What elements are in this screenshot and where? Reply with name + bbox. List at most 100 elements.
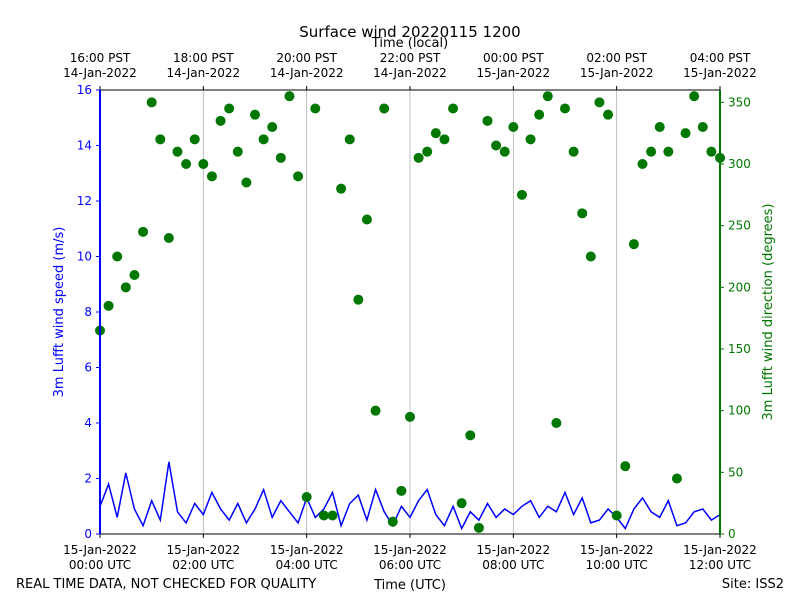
direction-point [103,300,114,311]
direction-point [577,208,588,219]
direction-point [525,134,536,145]
direction-point [491,140,502,151]
x-tick-label: 15-Jan-2022 06:00 UTC [373,543,447,572]
direction-point [499,146,510,157]
direction-point [413,152,424,163]
site-label: Site: ISS2 [722,577,784,592]
direction-point [405,411,415,422]
direction-point [267,122,278,132]
direction-point [379,103,390,114]
direction-point [560,103,570,114]
direction-point [206,171,217,182]
y2-axis-title: 3m Lufft wind direction (degrees) [761,204,776,421]
direction-point [697,122,708,132]
x2-tick-label: 16:00 PST 14-Jan-2022 [63,51,137,80]
y-tick-label: 4 [84,416,92,430]
y-tick-label: 8 [84,305,92,319]
direction-point [508,122,519,132]
direction-point [439,134,450,145]
direction-point [198,159,209,169]
y-tick-label: 16 [77,83,92,97]
direction-point [680,128,691,139]
x-tick-label: 15-Jan-2022 02:00 UTC [167,543,241,572]
direction-point [361,214,372,225]
direction-point [585,251,596,262]
x2-axis-title: Time (local) [371,36,448,51]
direction-point [155,134,166,145]
direction-point [473,522,484,533]
direction-point [603,109,614,120]
direction-point [654,122,665,132]
direction-point [370,405,381,416]
direction-point [172,146,183,157]
x2-tick-label: 04:00 PST 15-Jan-2022 [683,51,757,80]
x2-tick-label: 18:00 PST 14-Jan-2022 [167,51,241,80]
x-tick-label: 15-Jan-2022 04:00 UTC [270,543,344,572]
y2-tick-label: 300 [728,157,751,171]
direction-point [387,516,398,527]
direction-point [516,189,527,200]
direction-point [637,159,648,169]
direction-point [189,134,200,145]
direction-point [215,115,226,126]
direction-point [310,103,321,114]
direction-point [258,134,269,145]
y-tick-label: 14 [77,139,92,153]
x2-tick-label: 02:00 PST 15-Jan-2022 [580,51,654,80]
direction-point [301,492,312,502]
direction-point [275,152,286,163]
x-tick-label: 15-Jan-2022 12:00 UTC [683,543,757,572]
direction-point [456,498,467,509]
direction-point [542,91,553,102]
direction-point [327,510,338,521]
y-tick-label: 12 [77,194,92,208]
direction-point [224,103,235,114]
direction-point [112,251,123,262]
y2-tick-label: 100 [728,404,751,418]
y-tick-label: 0 [84,527,92,541]
y-tick-label: 6 [84,361,92,375]
x-tick-label: 15-Jan-2022 08:00 UTC [477,543,551,572]
direction-point [689,91,700,102]
y2-tick-label: 150 [728,342,751,356]
direction-point [129,270,140,280]
direction-point [534,109,545,120]
x2-tick-label: 00:00 PST 15-Jan-2022 [477,51,551,80]
direction-point [422,146,433,157]
y-tick-label: 10 [77,250,92,264]
direction-point [293,171,304,182]
direction-point [465,430,476,441]
direction-point [611,510,622,521]
direction-point [594,97,605,108]
direction-point [448,103,459,114]
direction-point [344,134,355,145]
y2-tick-label: 200 [728,280,751,294]
direction-point [568,146,579,157]
direction-point [620,461,631,472]
chart-title: Surface wind 20220115 1200 [299,23,520,41]
direction-point [628,239,639,250]
direction-point [138,226,149,237]
direction-point [250,109,260,120]
direction-point [336,183,347,194]
direction-point [396,485,407,496]
y2-tick-label: 50 [728,465,743,479]
direction-point [706,146,717,157]
direction-point [671,473,682,484]
y2-tick-label: 350 [728,95,751,109]
direction-point [146,97,157,108]
y2-tick-label: 250 [728,219,751,233]
direction-point [284,91,295,102]
x-axis-title: Time (UTC) [373,578,446,593]
direction-point [232,146,243,157]
direction-point [551,418,562,428]
y2-tick-label: 0 [728,527,736,541]
direction-point [241,177,252,188]
direction-point [120,282,131,293]
direction-point [353,294,364,305]
y-axis-title: 3m Lufft wind speed (m/s) [52,227,67,398]
x2-tick-label: 20:00 PST 14-Jan-2022 [270,51,344,80]
direction-point [181,159,192,169]
direction-point [663,146,674,157]
